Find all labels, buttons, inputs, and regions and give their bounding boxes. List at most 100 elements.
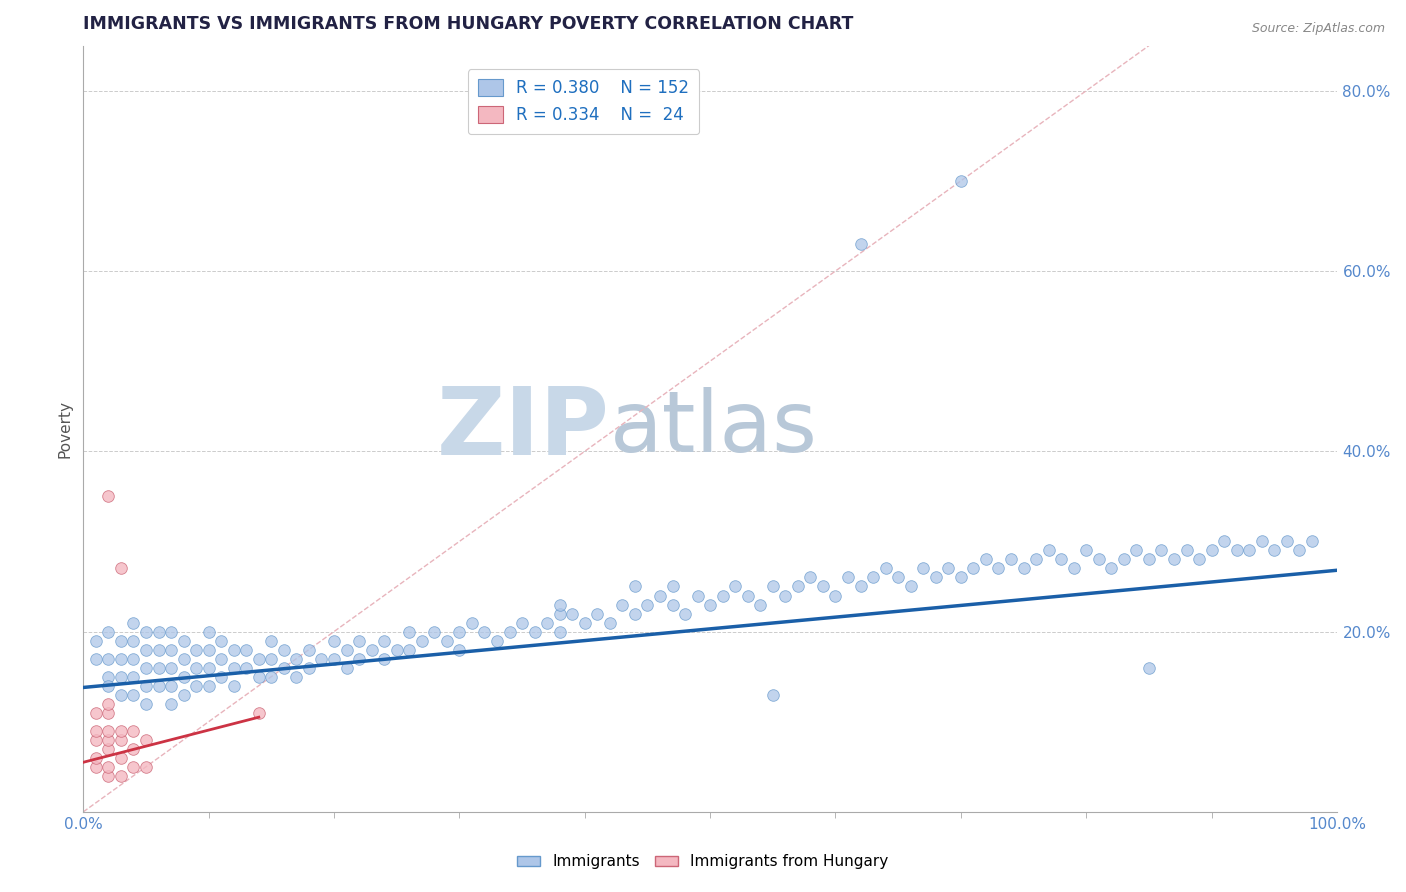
Text: atlas: atlas	[610, 387, 818, 470]
Point	[222, 642, 245, 657]
Point	[84, 633, 107, 648]
Point	[510, 615, 533, 630]
Point	[84, 732, 107, 747]
Point	[360, 642, 382, 657]
Point	[148, 642, 170, 657]
Point	[673, 607, 696, 621]
Point	[536, 615, 558, 630]
Point	[987, 561, 1010, 575]
Point	[887, 570, 910, 584]
Point	[411, 633, 433, 648]
Point	[373, 651, 395, 665]
Point	[247, 706, 270, 720]
Point	[160, 697, 183, 711]
Point	[135, 697, 157, 711]
Point	[686, 589, 709, 603]
Point	[110, 751, 132, 765]
Point	[122, 670, 145, 684]
Point	[824, 589, 846, 603]
Point	[862, 570, 884, 584]
Point	[160, 660, 183, 674]
Point	[260, 651, 283, 665]
Point	[110, 688, 132, 702]
Legend: Immigrants, Immigrants from Hungary: Immigrants, Immigrants from Hungary	[512, 848, 894, 875]
Point	[1000, 552, 1022, 566]
Point	[1201, 543, 1223, 558]
Point	[1025, 552, 1047, 566]
Point	[1301, 534, 1323, 549]
Point	[1288, 543, 1310, 558]
Legend: R = 0.380    N = 152, R = 0.334    N =  24: R = 0.380 N = 152, R = 0.334 N = 24	[468, 70, 699, 134]
Point	[97, 624, 120, 639]
Point	[135, 660, 157, 674]
Point	[1163, 552, 1185, 566]
Point	[849, 580, 872, 594]
Point	[122, 723, 145, 738]
Point	[235, 642, 257, 657]
Point	[949, 174, 972, 188]
Point	[135, 642, 157, 657]
Point	[311, 651, 333, 665]
Point	[97, 489, 120, 503]
Point	[260, 633, 283, 648]
Point	[1188, 552, 1211, 566]
Point	[749, 598, 772, 612]
Point	[222, 660, 245, 674]
Point	[122, 633, 145, 648]
Point	[97, 723, 120, 738]
Point	[373, 633, 395, 648]
Y-axis label: Poverty: Poverty	[58, 400, 72, 458]
Point	[1250, 534, 1272, 549]
Point	[385, 642, 408, 657]
Point	[1076, 543, 1098, 558]
Point	[699, 598, 721, 612]
Point	[209, 651, 232, 665]
Point	[1125, 543, 1147, 558]
Point	[160, 624, 183, 639]
Point	[498, 624, 520, 639]
Point	[135, 679, 157, 693]
Point	[398, 642, 420, 657]
Point	[122, 688, 145, 702]
Point	[97, 670, 120, 684]
Point	[122, 741, 145, 756]
Point	[347, 633, 370, 648]
Point	[1175, 543, 1198, 558]
Point	[197, 642, 219, 657]
Point	[110, 732, 132, 747]
Point	[811, 580, 834, 594]
Point	[148, 679, 170, 693]
Point	[97, 706, 120, 720]
Point	[974, 552, 997, 566]
Point	[222, 679, 245, 693]
Point	[148, 624, 170, 639]
Text: Source: ZipAtlas.com: Source: ZipAtlas.com	[1251, 22, 1385, 36]
Point	[84, 723, 107, 738]
Point	[1275, 534, 1298, 549]
Point	[135, 624, 157, 639]
Point	[661, 580, 683, 594]
Point	[173, 651, 195, 665]
Point	[122, 651, 145, 665]
Point	[461, 615, 484, 630]
Point	[84, 760, 107, 774]
Point	[912, 561, 935, 575]
Point	[110, 670, 132, 684]
Point	[110, 651, 132, 665]
Point	[160, 642, 183, 657]
Point	[648, 589, 671, 603]
Point	[737, 589, 759, 603]
Point	[173, 633, 195, 648]
Point	[298, 660, 321, 674]
Point	[184, 642, 207, 657]
Point	[962, 561, 984, 575]
Point	[197, 624, 219, 639]
Point	[1237, 543, 1260, 558]
Point	[97, 732, 120, 747]
Point	[548, 598, 571, 612]
Point	[1137, 660, 1160, 674]
Point	[209, 633, 232, 648]
Point	[1137, 552, 1160, 566]
Point	[347, 651, 370, 665]
Point	[799, 570, 821, 584]
